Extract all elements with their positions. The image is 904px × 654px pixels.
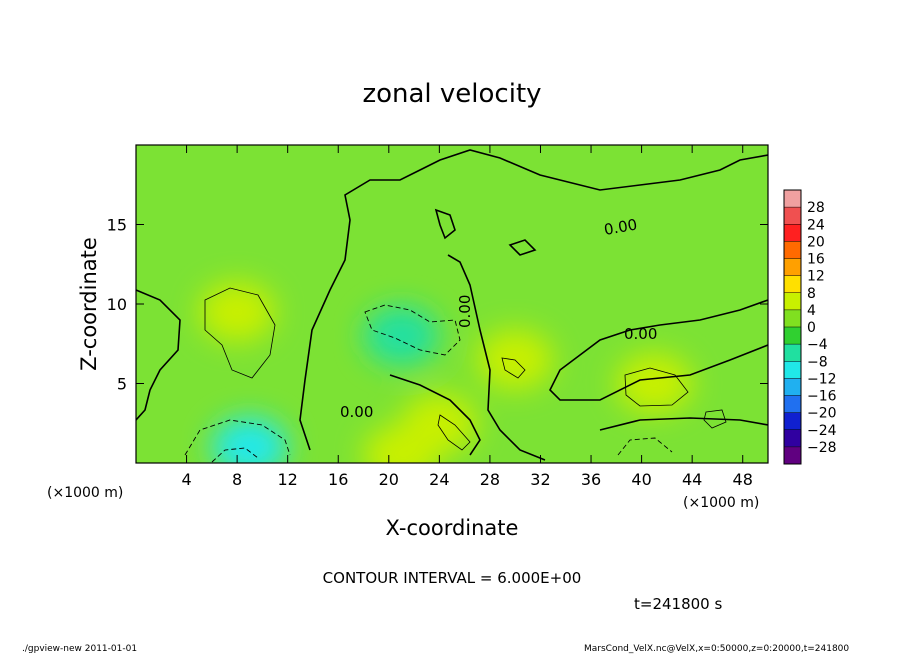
colorbar-segment bbox=[784, 207, 801, 225]
contour-label: 0.00 bbox=[456, 295, 474, 328]
x-axis: 4 8 12 16 20 24 28 32 36 40 44 48 bbox=[181, 145, 753, 489]
contour-lines-thin bbox=[204, 287, 727, 451]
x-tick-label: 44 bbox=[682, 470, 702, 489]
x-tick-label: 16 bbox=[328, 470, 348, 489]
contour-line bbox=[299, 149, 768, 451]
contour-line bbox=[364, 304, 461, 356]
colorbar-segment bbox=[784, 275, 801, 293]
colorbar-segment bbox=[784, 446, 801, 464]
colorbar-label: −20 bbox=[807, 406, 837, 422]
contour-lines bbox=[136, 149, 768, 461]
contour-line bbox=[599, 417, 768, 431]
y-tick-label: 10 bbox=[107, 295, 127, 314]
time-text: t=241800 s bbox=[634, 595, 722, 613]
contour-line bbox=[437, 414, 471, 451]
footer-right: MarsCond_VelX.nc@VelX,x=0:50000,z=0:2000… bbox=[584, 644, 849, 654]
y-axis-label: Z-coordinate bbox=[77, 237, 101, 371]
contour-line bbox=[624, 367, 689, 407]
colorbar-label: 28 bbox=[807, 200, 825, 216]
contour-line bbox=[501, 357, 526, 379]
colorbar-segment bbox=[784, 395, 801, 413]
contour-line bbox=[549, 299, 768, 401]
contour-line bbox=[617, 437, 673, 456]
contour-line bbox=[508, 239, 537, 256]
colorbar-label: −24 bbox=[807, 423, 837, 439]
colorbar-segment bbox=[784, 241, 801, 259]
colorbar-label: −28 bbox=[807, 440, 837, 456]
contour-line bbox=[703, 409, 727, 429]
colorbar-label: 16 bbox=[807, 252, 825, 268]
colorbar-segment bbox=[784, 378, 801, 396]
x-tick-label: 28 bbox=[480, 470, 500, 489]
contour-label: 0.00 bbox=[603, 215, 639, 239]
colorbar-segment bbox=[784, 344, 801, 362]
y-tick-label: 15 bbox=[107, 216, 127, 235]
x-axis-unit-right: (×1000 m) bbox=[683, 495, 759, 511]
y-tick-label: 5 bbox=[117, 375, 127, 394]
contour-line bbox=[211, 447, 259, 463]
colorbar-segment bbox=[784, 224, 801, 242]
x-tick-label: 48 bbox=[733, 470, 753, 489]
contour-line bbox=[447, 254, 546, 461]
colorbar-label: −4 bbox=[807, 337, 828, 353]
colorbar-segment bbox=[784, 309, 801, 327]
contour-line bbox=[184, 419, 291, 456]
colorbar-label: 24 bbox=[807, 217, 825, 233]
colorbar-segment bbox=[784, 258, 801, 276]
velocity-blob bbox=[363, 305, 440, 366]
colorbar-label: −8 bbox=[807, 354, 828, 370]
x-axis-label: X-coordinate bbox=[386, 516, 519, 540]
velocity-blob bbox=[363, 425, 440, 463]
x-axis-unit-left: (×1000 m) bbox=[47, 485, 123, 501]
colorbar-label: 4 bbox=[807, 303, 816, 319]
x-tick-label: 40 bbox=[631, 470, 651, 489]
velocity-blob bbox=[211, 417, 288, 463]
colorbar-label: 8 bbox=[807, 286, 816, 302]
colorbar-segment bbox=[784, 429, 801, 447]
x-tick-label: 4 bbox=[181, 470, 191, 489]
colorbar-label: −12 bbox=[807, 371, 837, 387]
plot-area bbox=[136, 145, 768, 463]
x-tick-label: 36 bbox=[581, 470, 601, 489]
x-tick-label: 12 bbox=[278, 470, 298, 489]
colorbar-label: 12 bbox=[807, 269, 825, 285]
colorbar-label: 20 bbox=[807, 234, 825, 250]
contour-interval-text: CONTOUR INTERVAL = 6.000E+00 bbox=[323, 569, 582, 587]
contour-label: 0.00 bbox=[340, 403, 373, 421]
velocity-blob bbox=[199, 281, 276, 342]
y-axis: 5 10 15 bbox=[107, 216, 768, 394]
colorbar-label: −16 bbox=[807, 389, 837, 405]
colorbar-segment bbox=[784, 292, 801, 310]
contour-line bbox=[136, 289, 181, 421]
colorbar-segment bbox=[784, 327, 801, 345]
contour-line bbox=[204, 287, 276, 379]
velocity-field bbox=[199, 281, 693, 463]
contour-line bbox=[389, 374, 481, 456]
colorbar-segment bbox=[784, 412, 801, 430]
colorbar-segment bbox=[784, 361, 801, 379]
chart-title: zonal velocity bbox=[362, 79, 541, 109]
x-tick-label: 20 bbox=[379, 470, 399, 489]
contour-label: 0.00 bbox=[624, 325, 657, 343]
contour-lines-negative bbox=[184, 304, 673, 463]
x-tick-label: 32 bbox=[530, 470, 550, 489]
velocity-blob bbox=[616, 353, 693, 414]
footer-left: ./gpview-new 2011-01-01 bbox=[22, 644, 137, 654]
colorbar-label: 0 bbox=[807, 320, 816, 336]
colorbar-segment bbox=[784, 190, 801, 208]
x-tick-label: 8 bbox=[232, 470, 242, 489]
contour-line bbox=[434, 208, 456, 240]
x-tick-label: 24 bbox=[429, 470, 449, 489]
